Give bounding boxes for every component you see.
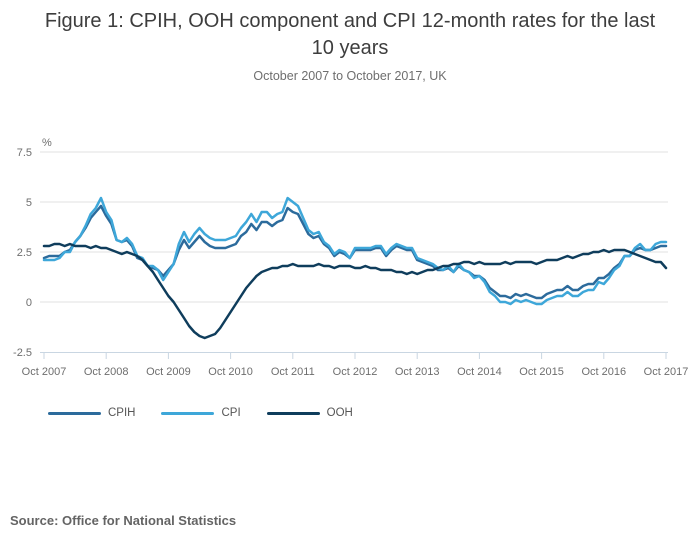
y-axis-tick-label: 0 — [26, 297, 32, 309]
x-axis-tick-label: Oct 2010 — [208, 366, 253, 378]
legend-label-cpi: CPI — [221, 407, 241, 419]
y-axis-tick-label: 7.5 — [17, 147, 32, 159]
y-axis-tick-label: -2.5 — [13, 347, 32, 359]
x-axis-tick-label: Oct 2016 — [581, 366, 626, 378]
legend-item-ooh[interactable]: OOH — [266, 407, 353, 419]
source-note: Source: Office for National Statistics — [10, 513, 237, 528]
legend-swatch-cpi-icon — [161, 411, 215, 415]
x-axis-tick-label: Oct 2007 — [22, 366, 67, 378]
x-axis-tick-label: Oct 2014 — [457, 366, 502, 378]
series-line-ooh — [42, 242, 668, 340]
x-axis-tick-label: Oct 2009 — [146, 366, 191, 378]
legend-label-cpih: CPIH — [108, 407, 136, 419]
x-axis-tick-label: Oct 2011 — [271, 366, 315, 378]
x-axis-tick-label: Oct 2013 — [395, 366, 440, 378]
x-axis-tick-label: Oct 2008 — [84, 366, 129, 378]
x-axis-tick-label: Oct 2017 — [644, 366, 689, 378]
y-axis-tick-label: 5 — [26, 197, 32, 209]
y-axis-tick-label: 2.5 — [17, 247, 32, 259]
chart-legend: CPIH CPI OOH — [48, 407, 379, 419]
y-axis-unit-label: % — [42, 137, 52, 149]
legend-swatch-cpih-icon — [48, 411, 101, 415]
chart-canvas: 7.5 5 2.5 0 -2.5% Oct 2007 Oct 2008 Oct 2009 Oct… — [13, 137, 689, 378]
legend-item-cpi[interactable]: CPI — [161, 407, 241, 419]
page-subtitle: October 2007 to October 2017, UK — [253, 69, 447, 83]
legend-label-ooh: OOH — [326, 407, 353, 419]
x-axis-tick-label: Oct 2015 — [519, 366, 564, 378]
legend-swatch-ooh-icon — [266, 411, 320, 415]
page-title: Figure 1: CPIH, OOH component and CPI 12… — [44, 10, 656, 59]
line-chart: 7.5 5 2.5 0 -2.5% Oct 2007 Oct 2008 Oct 2009 Oct… — [0, 130, 700, 385]
x-axis-tick-label: Oct 2012 — [333, 366, 378, 378]
legend-item-cpih[interactable]: CPIH — [48, 407, 135, 419]
